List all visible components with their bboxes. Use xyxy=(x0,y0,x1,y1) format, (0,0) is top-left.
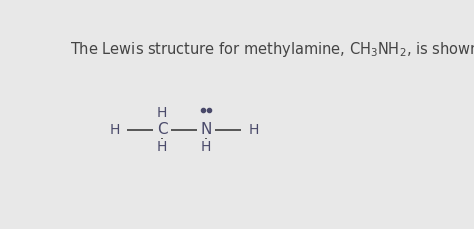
Text: H: H xyxy=(157,106,167,120)
Text: H: H xyxy=(157,139,167,153)
Text: H: H xyxy=(201,139,211,153)
Text: H: H xyxy=(249,123,259,137)
Text: N: N xyxy=(201,122,212,137)
Text: C: C xyxy=(157,122,167,137)
Text: The Lewis structure for methylamine, CH$_3$NH$_2$, is shown below.: The Lewis structure for methylamine, CH$… xyxy=(70,40,474,59)
Text: H: H xyxy=(109,123,119,137)
